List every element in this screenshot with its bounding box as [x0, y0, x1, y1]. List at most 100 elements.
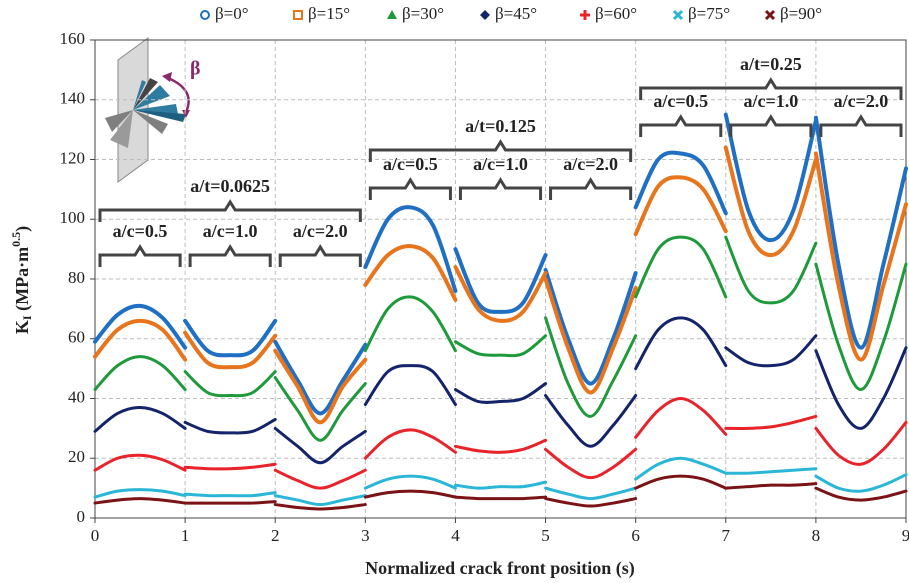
bracket: [458, 177, 543, 200]
x-tick-label: 1: [181, 526, 190, 545]
annotation: a/c=1.0: [473, 154, 528, 174]
bracket: [98, 199, 362, 222]
series-line: [543, 277, 638, 395]
annotation: a/c=0.5: [113, 221, 168, 241]
y-tick-label: 40: [68, 387, 85, 406]
y-label-sup: 0.5: [9, 232, 23, 247]
bracket: [98, 244, 182, 267]
series-line: [814, 420, 908, 466]
y-label-close: ): [12, 226, 33, 232]
series-line: [183, 417, 277, 435]
y-tick-label: 120: [60, 148, 86, 167]
series-line: [634, 456, 728, 481]
series-line: [273, 339, 368, 416]
series-line: [544, 316, 638, 418]
legend-item: β=60°: [580, 4, 637, 23]
series-line: [273, 376, 367, 442]
annotation: a/c=0.5: [383, 154, 438, 174]
legend-marker: [764, 9, 776, 21]
series-line: [814, 473, 908, 493]
series-line: [363, 295, 457, 353]
y-tick-label: 80: [68, 268, 85, 287]
series-line: [724, 334, 818, 368]
series-line: [724, 482, 818, 490]
series-line: [363, 205, 458, 293]
series-line: [633, 175, 728, 237]
series-line: [183, 370, 277, 398]
series-line: [93, 497, 187, 505]
annotation: a/t=0.125: [465, 116, 536, 136]
annotation: a/c=0.5: [653, 91, 708, 111]
series-line: [544, 497, 638, 508]
bracket: [278, 244, 362, 267]
legend-label: β=75°: [688, 4, 730, 23]
legend-label: β=60°: [595, 4, 637, 23]
bracket: [368, 139, 633, 162]
annotation: a/c=1.0: [203, 221, 258, 241]
series-line: [453, 247, 548, 314]
y-label-unit: (MPa·m: [12, 247, 33, 315]
series-line: [273, 494, 367, 507]
series-line: [273, 348, 368, 425]
series-line: [453, 438, 548, 454]
series-line: [93, 355, 187, 392]
y-label-sub: I: [20, 315, 34, 320]
series-line: [453, 334, 548, 358]
annotation: a/t=0.25: [740, 54, 802, 74]
annotation: a/c=1.0: [743, 91, 798, 111]
series-line: [634, 474, 728, 490]
legend-label: β=15°: [308, 4, 350, 23]
bracket: [819, 114, 903, 137]
x-tick-label: 6: [631, 526, 640, 545]
x-tick-label: 5: [541, 526, 550, 545]
legend-marker: [293, 10, 303, 20]
legend-item: β=75°: [672, 4, 730, 23]
bracket: [729, 114, 813, 137]
legend-item: β=45°: [480, 4, 537, 23]
series-line: [453, 382, 548, 404]
series-line: [363, 489, 457, 499]
series-line: [814, 346, 908, 430]
series-line: [633, 150, 728, 216]
legend-label: β=0°: [215, 4, 249, 23]
series-line: [453, 480, 548, 490]
inset-icon: β: [105, 37, 201, 183]
x-tick-label: 4: [451, 526, 460, 545]
legend-marker: [200, 10, 210, 20]
series-line: [723, 112, 818, 243]
inset-label: β: [190, 58, 201, 80]
series-line: [273, 426, 367, 465]
series-line: [544, 486, 638, 501]
y-tick-label: 160: [60, 29, 86, 48]
series-line: [634, 235, 728, 299]
annotation: a/c=2.0: [834, 91, 889, 111]
series-line: [363, 428, 457, 460]
annotation: a/t=0.0625: [190, 176, 270, 196]
plot-frame: [94, 39, 907, 519]
y-tick-label: 0: [77, 507, 86, 526]
legend-item: β=0°: [200, 4, 249, 23]
x-tick-label: 7: [722, 526, 731, 545]
y-tick-label: 20: [68, 447, 85, 466]
series-line: [814, 262, 908, 392]
legend-marker: [480, 10, 490, 20]
x-tick-label: 8: [812, 526, 821, 545]
series-line: [93, 405, 187, 433]
series-line: [363, 244, 458, 302]
legend-marker: [672, 9, 684, 21]
series-line: [723, 145, 818, 258]
series-line: [93, 303, 188, 350]
bracket: [639, 77, 903, 100]
legend-item: β=15°: [293, 4, 350, 23]
x-axis-label: Normalized crack front position (s): [365, 558, 635, 579]
series-line: [363, 364, 457, 406]
legend-item: β=90°: [764, 4, 822, 23]
series-line: [453, 265, 548, 323]
legend-marker: [580, 10, 590, 20]
series-line: [183, 500, 277, 505]
series-line: [93, 318, 188, 362]
bracket: [639, 114, 723, 137]
series-line: [544, 447, 638, 480]
series-line: [814, 486, 908, 502]
